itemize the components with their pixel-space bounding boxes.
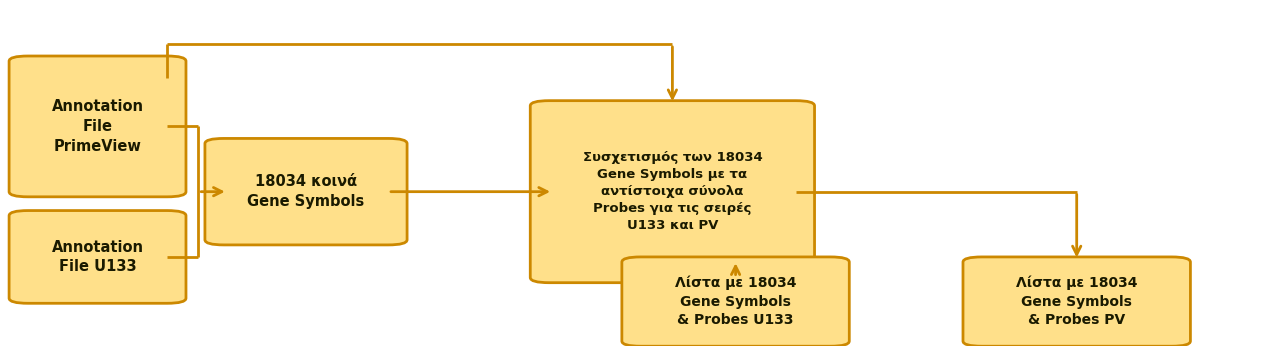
- Text: Λίστα με 18034
Gene Symbols
& Probes PV: Λίστα με 18034 Gene Symbols & Probes PV: [1016, 276, 1137, 327]
- FancyBboxPatch shape: [9, 210, 187, 303]
- Text: Λίστα με 18034
Gene Symbols
& Probes U133: Λίστα με 18034 Gene Symbols & Probes U13…: [675, 276, 797, 327]
- Text: Συσχετισμός των 18034
Gene Symbols με τα
αντίστοιχα σύνολα
Probes για τις σειρές: Συσχετισμός των 18034 Gene Symbols με τα…: [582, 151, 763, 232]
- FancyBboxPatch shape: [530, 101, 815, 283]
- FancyBboxPatch shape: [9, 56, 187, 197]
- Text: Annotation
File U133: Annotation File U133: [52, 239, 143, 274]
- FancyBboxPatch shape: [963, 257, 1190, 346]
- Text: Annotation
File
PrimeView: Annotation File PrimeView: [52, 99, 143, 154]
- FancyBboxPatch shape: [204, 139, 407, 245]
- Text: 18034 κοινά
Gene Symbols: 18034 κοινά Gene Symbols: [247, 174, 364, 209]
- FancyBboxPatch shape: [622, 257, 849, 346]
